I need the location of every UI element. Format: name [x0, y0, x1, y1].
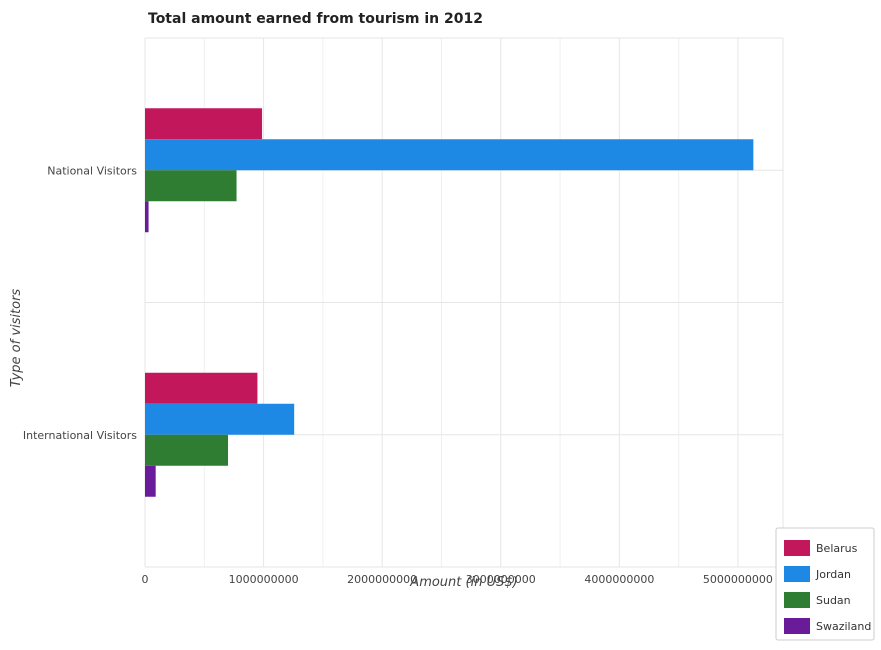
chart-title: Total amount earned from tourism in 2012: [148, 11, 483, 27]
legend-swatch: [784, 618, 810, 634]
legend-label: Jordan: [815, 568, 851, 581]
legend-label: Swaziland: [816, 620, 871, 633]
legend-swatch: [784, 540, 810, 556]
bar-jordan-national: [145, 139, 754, 171]
y-tick-label: National Visitors: [47, 164, 137, 177]
x-tick-label: 4000000000: [584, 573, 654, 586]
y-ticks: National Visitors International Visitors: [23, 164, 137, 442]
legend: Belarus Jordan Sudan Swaziland: [775, 527, 875, 641]
bar-swaziland-international: [145, 465, 156, 497]
x-ticks: 0 1000000000 2000000000 3000000000 400000000…: [142, 573, 773, 586]
bar-belarus-international: [145, 372, 258, 404]
bars: [145, 108, 754, 497]
bar-swaziland-national: [145, 201, 149, 233]
bar-belarus-national: [145, 108, 263, 140]
bar-sudan-international: [145, 434, 229, 466]
x-tick-label: 5000000000: [703, 573, 773, 586]
legend-swatch: [784, 592, 810, 608]
legend-label: Belarus: [816, 542, 858, 555]
y-tick-label: International Visitors: [23, 429, 137, 442]
y-axis-label: Type of visitors: [9, 289, 24, 388]
legend-swatch: [784, 566, 810, 582]
x-tick-label: 1000000000: [229, 573, 299, 586]
bar-sudan-national: [145, 170, 237, 202]
x-tick-label: 0: [142, 573, 149, 586]
legend-label: Sudan: [816, 594, 851, 607]
x-tick-label: 3000000000: [466, 573, 536, 586]
x-tick-label: 2000000000: [347, 573, 417, 586]
bar-jordan-international: [145, 403, 295, 435]
x-axis-label: Amount (in US$): [409, 575, 517, 590]
